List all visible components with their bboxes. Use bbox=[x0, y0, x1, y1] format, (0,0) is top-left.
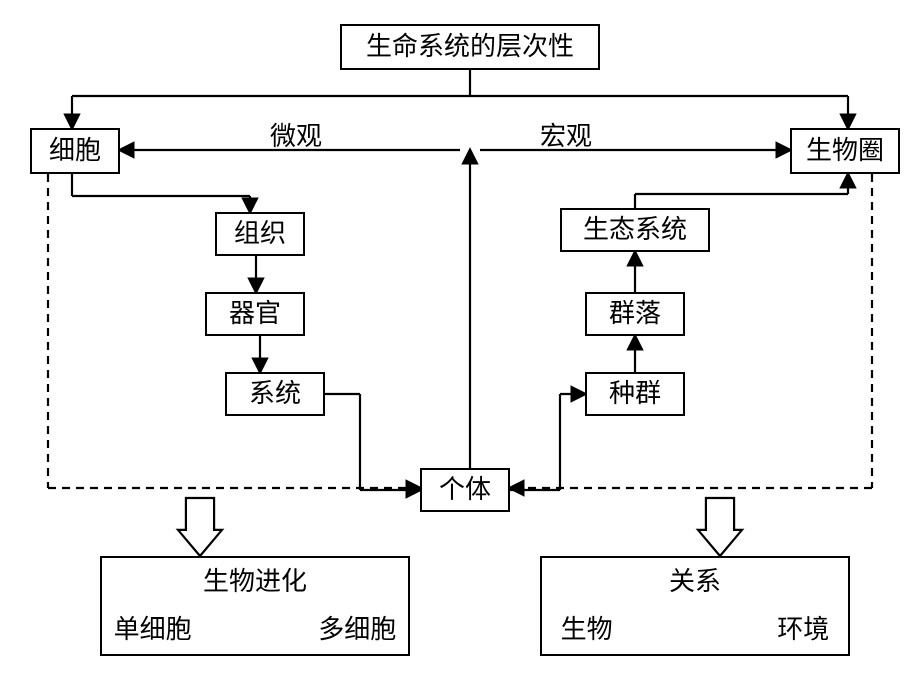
node-ecosystem-text: 生态系统 bbox=[583, 214, 687, 245]
node-evolution: 生物进化 单细胞 多细胞 bbox=[100, 556, 410, 656]
node-population-text: 种群 bbox=[609, 378, 661, 409]
node-population: 种群 bbox=[585, 372, 685, 416]
node-individual: 个体 bbox=[420, 468, 510, 512]
node-cell-text: 细胞 bbox=[49, 135, 101, 166]
node-cell: 细胞 bbox=[30, 128, 120, 174]
node-title: 生命系统的层次性 bbox=[340, 24, 600, 70]
node-ecosystem: 生态系统 bbox=[560, 208, 710, 252]
node-system: 系统 bbox=[225, 372, 325, 416]
evolution-right: 多细胞 bbox=[318, 614, 396, 645]
node-organ-text: 器官 bbox=[229, 298, 281, 329]
node-system-text: 系统 bbox=[249, 378, 301, 409]
diagram-canvas: 生命系统的层次性 细胞 生物圈 组织 器官 系统 生态系统 群落 种群 个体 生… bbox=[0, 0, 920, 690]
node-tissue: 组织 bbox=[215, 212, 305, 256]
node-tissue-text: 组织 bbox=[234, 218, 286, 249]
evolution-line1: 生物进化 bbox=[203, 566, 307, 597]
node-community-text: 群落 bbox=[609, 298, 661, 329]
relation-line1: 关系 bbox=[669, 566, 721, 597]
label-macro: 宏观 bbox=[540, 116, 592, 153]
node-individual-text: 个体 bbox=[439, 474, 491, 505]
node-relation: 关系 生物 环境 bbox=[540, 556, 850, 656]
relation-right: 环境 bbox=[777, 614, 829, 645]
node-biosphere-text: 生物圈 bbox=[806, 135, 884, 166]
evolution-left: 单细胞 bbox=[114, 614, 192, 645]
node-organ: 器官 bbox=[205, 292, 305, 336]
node-community: 群落 bbox=[585, 292, 685, 336]
node-biosphere: 生物圈 bbox=[790, 128, 900, 174]
label-micro: 微观 bbox=[270, 116, 322, 153]
relation-left: 生物 bbox=[561, 614, 613, 645]
node-title-text: 生命系统的层次性 bbox=[366, 31, 574, 62]
